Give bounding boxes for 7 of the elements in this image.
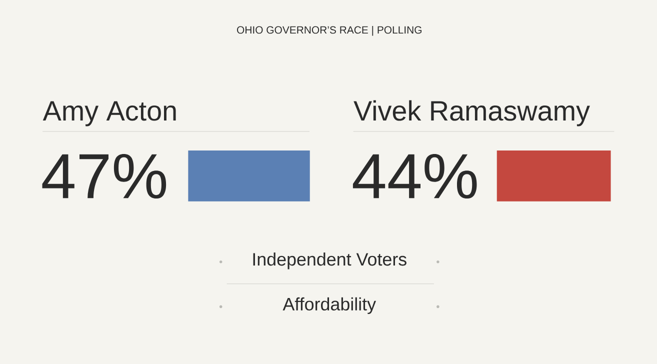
text: Independent Voters (253, 252, 406, 270)
category-label: Vivek Ramaswamy (354, 100, 590, 126)
data-label: 44% (352, 154, 477, 198)
data-label: 47% (42, 154, 166, 198)
text: Affordability (282, 297, 376, 314)
category-label: Amy Acton (42, 101, 176, 126)
text: OHIO GOVERNOR’S RACE | POLLING (237, 26, 422, 36)
